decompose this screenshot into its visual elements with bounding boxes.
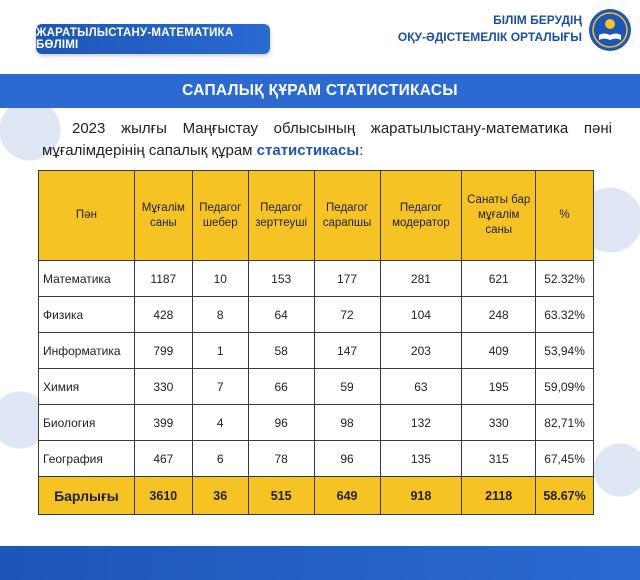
table-cell: 330 (461, 404, 537, 441)
table-cell: 52.32% (535, 260, 594, 297)
table-cell: 153 (247, 260, 315, 297)
org-name-line2: ОҚУ-ӘДІСТЕМЕЛІК ОРТАЛЫҒЫ (397, 30, 582, 44)
total-cell: 36 (191, 476, 249, 515)
table-row: География 467 6 78 96 135 315 67,45% (38, 440, 594, 477)
total-cell: 58.67% (535, 476, 594, 515)
table-cell: 7 (191, 368, 249, 405)
table-cell: 399 (133, 404, 193, 441)
footer-band (0, 546, 640, 580)
total-cell: 2118 (461, 476, 537, 515)
table-cell: 59 (313, 368, 381, 405)
intro-paragraph: 2023 жылғы Маңғыстау облысының жаратылыс… (42, 118, 612, 162)
intro-text: 2023 жылғы Маңғыстау облысының жаратылыс… (42, 120, 612, 159)
table-cell: 248 (461, 296, 537, 333)
table-cell: 428 (133, 296, 193, 333)
column-header: % (535, 170, 594, 261)
table-total-row: Барлығы 3610 36 515 649 918 2118 58.67% (38, 476, 594, 515)
table-row: Физика 428 8 64 72 104 248 63.32% (38, 296, 594, 333)
total-label: Барлығы (38, 476, 135, 515)
table-cell: 1187 (133, 260, 193, 297)
table-header-row: Пән Мұғалім саны Педагог шебер Педагог з… (38, 170, 594, 261)
subject-cell: Физика (38, 296, 135, 333)
organization-name: БІЛІМ БЕРУДІҢ ОҚУ-ӘДІСТЕМЕЛІК ОРТАЛЫҒЫ (398, 12, 582, 46)
table-cell: 195 (461, 368, 537, 405)
table-cell: 330 (133, 368, 193, 405)
table-cell: 64 (247, 296, 315, 333)
table-cell: 67,45% (535, 440, 594, 477)
title-bar: САПАЛЫҚ ҚҰРАМ СТАТИСТИКАСЫ (0, 74, 640, 108)
department-label: ЖАРАТЫЛЫСТАНУ-МАТЕМАТИКА БӨЛІМІ (36, 24, 270, 54)
table-cell: 132 (379, 404, 463, 441)
table-cell: 281 (379, 260, 463, 297)
table-cell: 59,09% (535, 368, 594, 405)
table-cell: 82,71% (535, 404, 594, 441)
table-cell: 467 (133, 440, 193, 477)
table-cell: 4 (191, 404, 249, 441)
table-cell: 78 (247, 440, 315, 477)
intro-text-block: 2023 жылғы Маңғыстау облысының жаратылыс… (42, 118, 612, 162)
table-cell: 96 (313, 440, 381, 477)
total-cell: 649 (313, 476, 381, 515)
table-cell: 98 (313, 404, 381, 441)
table-cell: 621 (461, 260, 537, 297)
table-cell: 177 (313, 260, 381, 297)
column-header: Педагог шебер (191, 170, 249, 261)
page-title: САПАЛЫҚ ҚҰРАМ СТАТИСТИКАСЫ (182, 82, 458, 99)
column-header: Педагог сарапшы (313, 170, 381, 261)
org-name-line1: БІЛІМ БЕРУДІҢ (493, 13, 582, 27)
subject-cell: Информатика (38, 332, 135, 369)
total-cell: 3610 (133, 476, 193, 515)
table-cell: 58 (247, 332, 315, 369)
intro-suffix: : (359, 142, 364, 159)
table-cell: 96 (247, 404, 315, 441)
table-cell: 10 (191, 260, 249, 297)
table-cell: 66 (247, 368, 315, 405)
table-cell: 72 (313, 296, 381, 333)
table-cell: 63.32% (535, 296, 594, 333)
table-cell: 1 (191, 332, 249, 369)
table-cell: 799 (133, 332, 193, 369)
subject-cell: Химия (38, 368, 135, 405)
table-cell: 409 (461, 332, 537, 369)
table-row: Информатика 799 1 58 147 203 409 53,94% (38, 332, 594, 369)
column-header: Санаты бар мұғалім саны (461, 170, 537, 261)
column-header: Мұғалім саны (133, 170, 193, 261)
table-cell: 6 (191, 440, 249, 477)
table-row: Химия 330 7 66 59 63 195 59,09% (38, 368, 594, 405)
statistics-table: Пән Мұғалім саны Педагог шебер Педагог з… (38, 170, 594, 515)
table-cell: 63 (379, 368, 463, 405)
table-cell: 203 (379, 332, 463, 369)
table-cell: 147 (313, 332, 381, 369)
table-cell: 53,94% (535, 332, 594, 369)
table-cell: 315 (461, 440, 537, 477)
total-cell: 918 (379, 476, 463, 515)
intro-highlight: статистикасы (256, 142, 360, 159)
book-emblem-icon (589, 9, 631, 51)
table-row: Биология 399 4 96 98 132 330 82,71% (38, 404, 594, 441)
subject-cell: География (38, 440, 135, 477)
table-cell: 135 (379, 440, 463, 477)
column-header: Пән (38, 170, 135, 261)
subject-cell: Биология (38, 404, 135, 441)
table-cell: 104 (379, 296, 463, 333)
table-row: Математика 1187 10 153 177 281 621 52.32… (38, 260, 594, 297)
total-cell: 515 (247, 476, 315, 515)
column-header: Педагог модератор (379, 170, 463, 261)
subject-cell: Математика (38, 260, 135, 297)
table-cell: 8 (191, 296, 249, 333)
column-header: Педагог зерттеуші (247, 170, 315, 261)
